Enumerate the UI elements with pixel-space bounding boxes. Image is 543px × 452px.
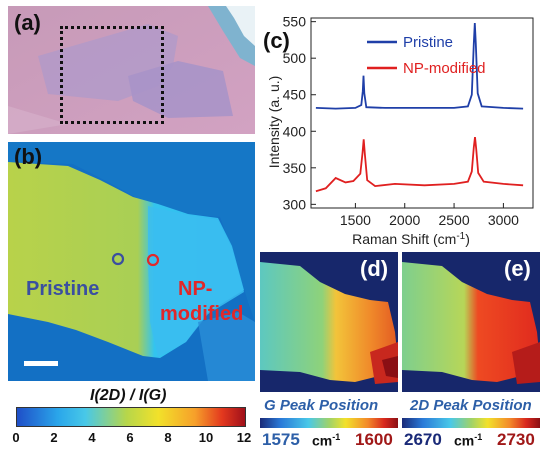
np-marker	[146, 253, 160, 267]
scale-bar	[24, 361, 58, 366]
panel-label-c: (c)	[263, 28, 290, 53]
x-axis-label: Raman Shift (cm-1)	[352, 231, 470, 247]
map-e	[402, 252, 540, 392]
panel-label-e: (e)	[504, 256, 531, 281]
panel-label-a: (a)	[14, 10, 41, 35]
cb-tick: 8	[164, 430, 171, 445]
cb-tick: 12	[237, 430, 251, 445]
y-tick-label: 500	[283, 50, 307, 66]
plot-frame	[310, 17, 534, 209]
y-tick-label: 450	[283, 87, 307, 103]
legend-label: NP-modified	[403, 60, 486, 77]
e-min: 2670	[404, 430, 442, 449]
y-tick-label: 400	[283, 123, 307, 139]
series-line-pristine	[315, 23, 524, 110]
colorbar-e	[402, 418, 540, 428]
cb-tick: 2	[50, 430, 57, 445]
y-tick-label: 350	[283, 160, 307, 176]
raman-chart: 300 350 400 450 500 550 1500 2000 2500 3000 Pristi…	[266, 14, 534, 247]
2d-peak-map	[402, 262, 540, 384]
g-peak-map	[260, 262, 398, 384]
plot-area: 300 350 400 450 500 550 1500 2000 2500 3000 Pristi…	[283, 14, 534, 228]
colorbar-ticks: 0 2 4 6 8 10 12	[12, 430, 251, 445]
e-unit-sup: -1	[474, 432, 483, 442]
x-tick-label: 3000	[488, 212, 519, 228]
legend-label: Pristine	[403, 34, 453, 51]
cb-tick: 10	[199, 430, 213, 445]
panel-label-d: (d)	[360, 256, 389, 281]
d-max: 1600	[355, 430, 393, 449]
d-unit-text: cm	[312, 432, 333, 449]
label-np-1: NP-	[178, 278, 213, 300]
d-unit: cm-1	[312, 432, 340, 449]
label-np-2: modified	[160, 303, 244, 325]
x-tick-label: 1500	[340, 212, 371, 228]
e-max: 2730	[497, 430, 535, 449]
y-tick-label: 550	[283, 14, 307, 30]
colorbar-title: I(2D) / I(G)	[90, 387, 167, 404]
e-unit-text: cm	[454, 432, 475, 449]
y-axis-label: Intensity (a. u.)	[266, 76, 282, 169]
panel-label-b: (b)	[14, 144, 43, 169]
label-pristine: Pristine	[26, 278, 100, 300]
e-unit: cm-1	[454, 432, 482, 449]
x-tick-label: 2000	[389, 212, 420, 228]
d-unit-sup: -1	[332, 432, 341, 442]
x-tick-label: 2500	[438, 212, 469, 228]
pristine-marker	[111, 252, 125, 266]
y-tick-label: 300	[283, 196, 307, 212]
series-line-np-modified	[315, 136, 524, 193]
caption-d: G Peak Position	[264, 397, 379, 414]
cb-tick: 4	[88, 430, 96, 445]
caption-e: 2D Peak Position	[410, 397, 532, 414]
colorbar	[16, 407, 246, 427]
d-min: 1575	[262, 430, 300, 449]
cb-tick: 6	[126, 430, 133, 445]
map-b	[8, 142, 255, 381]
map-d	[260, 252, 398, 392]
colorbar-d	[260, 418, 398, 428]
optical-image-a	[8, 6, 255, 134]
ratio-map	[8, 162, 255, 381]
cb-tick: 0	[12, 430, 19, 445]
dashed-selection-box	[60, 26, 164, 124]
